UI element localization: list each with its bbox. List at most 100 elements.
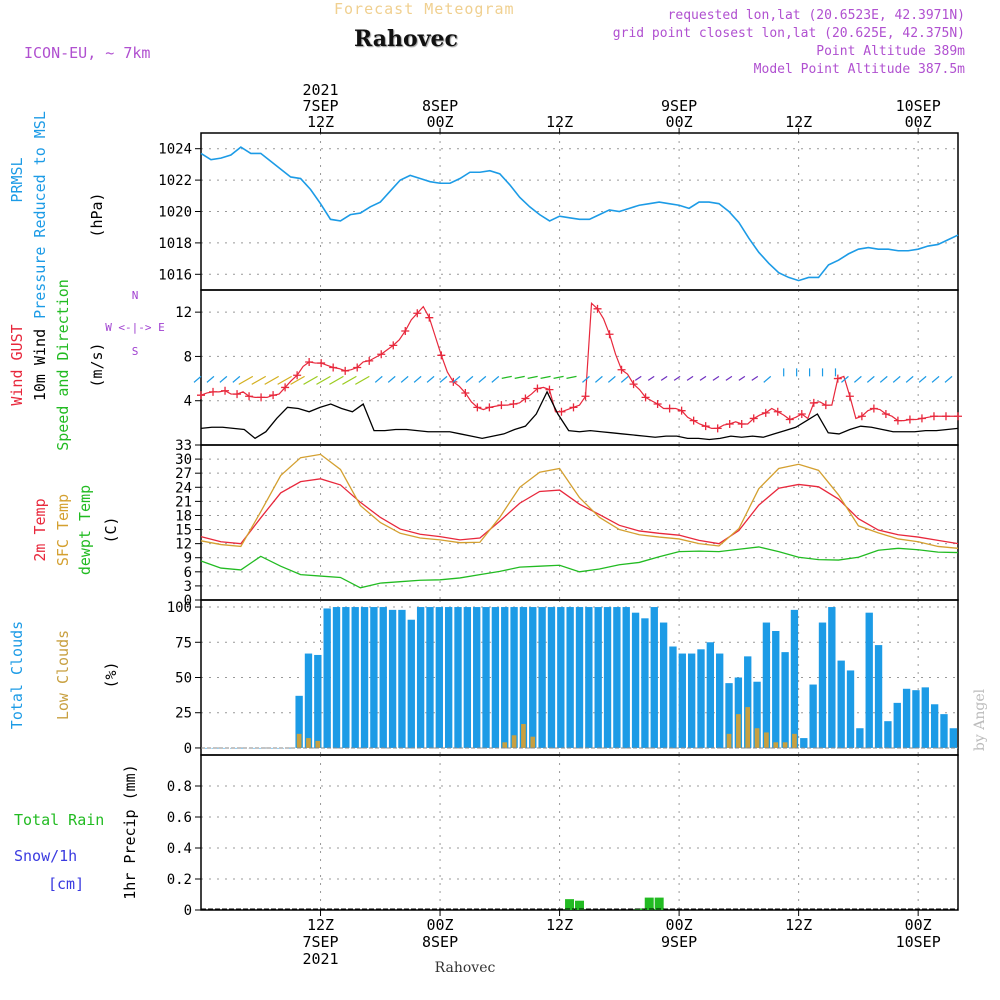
pressure-unit: (hPa) bbox=[88, 192, 106, 237]
total-cloud-bar bbox=[650, 607, 658, 748]
gust-marker bbox=[341, 366, 350, 375]
wind-direction-arrow bbox=[725, 375, 733, 381]
y-tick-label: 24 bbox=[175, 480, 192, 496]
total-cloud-bar bbox=[473, 607, 481, 748]
gust-marker bbox=[509, 400, 518, 409]
gust-marker bbox=[869, 404, 878, 413]
gust-marker bbox=[797, 410, 806, 418]
temp-line-2 bbox=[200, 546, 959, 589]
y-tick-label: 1018 bbox=[158, 236, 192, 252]
y-tick-label: 18 bbox=[175, 508, 192, 524]
gust-marker bbox=[821, 401, 830, 410]
wind-direction-arrow bbox=[232, 375, 241, 383]
temp-unit: (C) bbox=[102, 516, 120, 543]
gust-marker bbox=[485, 403, 494, 412]
total-cloud-bar bbox=[416, 607, 425, 748]
total-cloud-bar bbox=[809, 684, 817, 748]
gust-line bbox=[200, 301, 958, 429]
bottom-time-label: 7SEP bbox=[302, 933, 338, 951]
pressure-label-1: PRMSL bbox=[8, 157, 26, 202]
bottom-time-label: 2021 bbox=[302, 950, 338, 968]
low-cloud-bar bbox=[502, 742, 508, 748]
y-tick-label: 1024 bbox=[158, 142, 192, 158]
total-cloud-bar bbox=[547, 607, 556, 748]
gust-marker bbox=[881, 410, 890, 418]
total-cloud-bar bbox=[744, 656, 752, 748]
gust-marker bbox=[713, 424, 722, 433]
wind-direction-arrow bbox=[219, 375, 228, 383]
panel-frame-temperature bbox=[200, 444, 959, 601]
wind-direction-arrow bbox=[944, 375, 953, 383]
sfc-label: SFC Temp bbox=[54, 494, 72, 566]
location-title: Rahovec bbox=[354, 26, 458, 52]
gust-marker bbox=[593, 304, 602, 313]
wind-direction-arrow bbox=[342, 375, 357, 385]
total-cloud-bar bbox=[342, 607, 350, 748]
gust-marker bbox=[929, 412, 938, 421]
total-cloud-bar bbox=[398, 609, 406, 748]
total-cloud-bar bbox=[426, 607, 434, 748]
gust-marker bbox=[209, 387, 218, 396]
gust-marker bbox=[365, 356, 374, 365]
top-time-label: 8SEP bbox=[422, 97, 458, 115]
total-cloud-bar bbox=[463, 607, 472, 748]
top-time-label: 00Z bbox=[427, 113, 454, 131]
gust-marker bbox=[413, 309, 422, 318]
total-cloud-bar bbox=[519, 607, 528, 748]
gust-marker bbox=[617, 365, 626, 374]
gust-marker bbox=[665, 404, 674, 413]
bottom-time-label: 00Z bbox=[666, 916, 693, 934]
y-tick-label: 1016 bbox=[158, 267, 192, 283]
gust-marker bbox=[521, 394, 530, 403]
wind-direction-arrow bbox=[660, 375, 668, 381]
gust-marker bbox=[785, 415, 794, 424]
gust-marker bbox=[761, 408, 770, 417]
wind-direction-arrow bbox=[712, 375, 720, 381]
model-label: ICON-EU, ~ 7km bbox=[24, 44, 151, 62]
gust-marker bbox=[557, 407, 566, 416]
gust-marker bbox=[401, 326, 410, 335]
wind-direction-arrow bbox=[566, 375, 577, 379]
total-cloud-bar bbox=[856, 728, 864, 748]
total-cloud-bar bbox=[828, 607, 836, 748]
gust-marker bbox=[389, 341, 398, 350]
rain-bar bbox=[644, 897, 654, 910]
total-cloud-bar bbox=[659, 622, 668, 748]
gust-marker bbox=[425, 313, 434, 322]
gust-marker bbox=[377, 350, 386, 359]
bottom-time-label: 9SEP bbox=[661, 933, 697, 951]
total-cloud-bar bbox=[687, 653, 696, 748]
total-cloud-bar bbox=[753, 681, 761, 748]
gust-marker bbox=[461, 388, 470, 397]
gust-marker bbox=[857, 412, 866, 421]
low-cloud-bar bbox=[764, 732, 769, 748]
bottom-time-label: 12Z bbox=[785, 916, 812, 934]
y-tick-label: 25 bbox=[175, 706, 192, 722]
low-cloud-bar bbox=[754, 728, 760, 748]
total-cloud-bar bbox=[921, 687, 929, 748]
bottom-time-label: 00Z bbox=[905, 916, 932, 934]
wind-direction-arrow bbox=[439, 375, 448, 383]
total-cloud-bar bbox=[314, 654, 322, 748]
gust-marker bbox=[221, 386, 230, 395]
top-time-label: 7SEP bbox=[302, 97, 338, 115]
total-cloud-bar bbox=[585, 607, 593, 748]
wind-direction-arrow bbox=[763, 375, 772, 383]
total-cloud-bar bbox=[379, 607, 387, 748]
low-cloud-bar bbox=[315, 740, 321, 748]
top-time-label: 12Z bbox=[546, 113, 573, 131]
temp2m-label: 2m Temp bbox=[31, 498, 49, 561]
bottom-time-label: 12Z bbox=[307, 916, 334, 934]
wind-direction-arrow bbox=[316, 375, 331, 385]
wind-direction-arrow bbox=[853, 375, 862, 383]
gust-marker bbox=[437, 351, 446, 360]
wind-direction-arrow bbox=[751, 375, 759, 381]
wind-direction-arrow bbox=[866, 375, 875, 383]
y-tick-label: 21 bbox=[175, 494, 192, 510]
wind-direction-arrow bbox=[277, 375, 292, 385]
total-cloud-bar bbox=[706, 642, 715, 748]
y-tick-label: 1022 bbox=[158, 173, 192, 189]
footer-location: Rahovec bbox=[435, 960, 496, 976]
total-cloud-bar bbox=[940, 714, 948, 748]
